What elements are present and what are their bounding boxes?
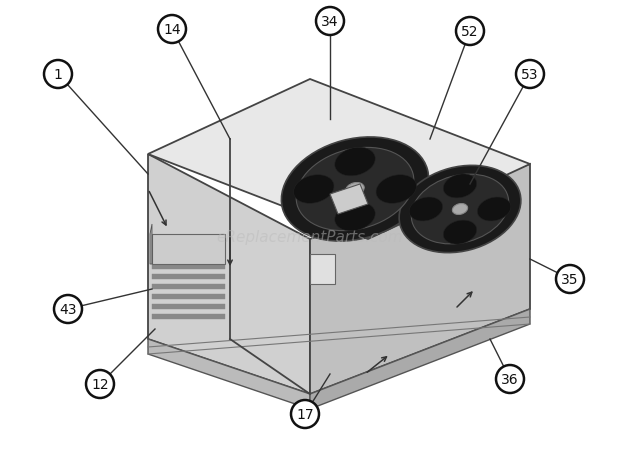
Text: eReplacementParts.com: eReplacementParts.com bbox=[216, 229, 404, 244]
Ellipse shape bbox=[281, 138, 428, 242]
Polygon shape bbox=[148, 80, 530, 239]
Circle shape bbox=[54, 295, 82, 324]
Ellipse shape bbox=[335, 148, 375, 177]
Polygon shape bbox=[310, 165, 530, 394]
Polygon shape bbox=[310, 254, 335, 284]
Text: 53: 53 bbox=[521, 68, 539, 82]
Circle shape bbox=[158, 16, 186, 44]
Ellipse shape bbox=[376, 175, 417, 204]
Text: 36: 36 bbox=[501, 372, 519, 386]
Text: 43: 43 bbox=[60, 302, 77, 316]
Circle shape bbox=[556, 265, 584, 293]
Circle shape bbox=[496, 365, 524, 393]
Ellipse shape bbox=[346, 183, 364, 196]
Polygon shape bbox=[152, 294, 225, 299]
Ellipse shape bbox=[399, 166, 521, 253]
Text: 17: 17 bbox=[296, 407, 314, 421]
Ellipse shape bbox=[477, 197, 511, 222]
Polygon shape bbox=[148, 155, 310, 394]
Circle shape bbox=[456, 18, 484, 46]
Circle shape bbox=[516, 61, 544, 89]
Ellipse shape bbox=[411, 175, 508, 244]
Circle shape bbox=[86, 370, 114, 398]
Text: 52: 52 bbox=[461, 25, 479, 39]
Polygon shape bbox=[330, 185, 368, 214]
Ellipse shape bbox=[443, 221, 477, 244]
Text: 35: 35 bbox=[561, 273, 578, 286]
Circle shape bbox=[316, 8, 344, 36]
Text: 34: 34 bbox=[321, 15, 339, 29]
Polygon shape bbox=[148, 339, 310, 409]
Polygon shape bbox=[152, 284, 225, 289]
Ellipse shape bbox=[453, 204, 467, 215]
Ellipse shape bbox=[293, 175, 334, 204]
Text: 1: 1 bbox=[53, 68, 63, 82]
Ellipse shape bbox=[409, 197, 443, 222]
Polygon shape bbox=[150, 224, 152, 264]
Ellipse shape bbox=[335, 203, 375, 231]
Circle shape bbox=[291, 400, 319, 428]
Polygon shape bbox=[152, 314, 225, 319]
Polygon shape bbox=[152, 234, 225, 264]
Polygon shape bbox=[152, 304, 225, 309]
Ellipse shape bbox=[443, 175, 477, 198]
Text: 14: 14 bbox=[163, 23, 181, 37]
Polygon shape bbox=[152, 274, 225, 279]
Ellipse shape bbox=[296, 148, 414, 231]
Polygon shape bbox=[152, 264, 225, 269]
Circle shape bbox=[44, 61, 72, 89]
Polygon shape bbox=[310, 309, 530, 409]
Text: 12: 12 bbox=[91, 377, 109, 391]
